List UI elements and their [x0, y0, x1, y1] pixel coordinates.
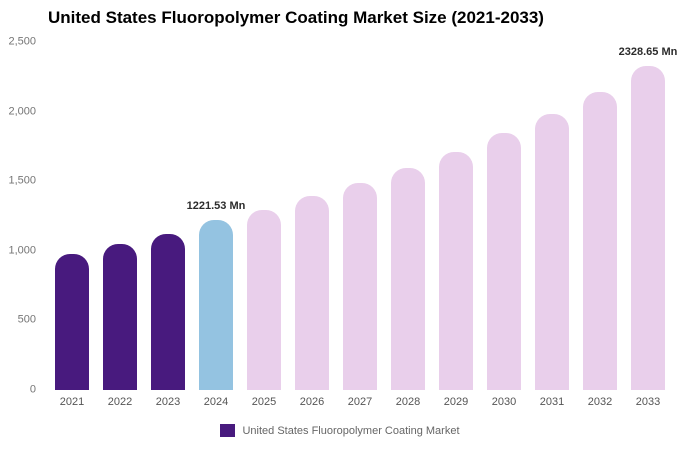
x-label-2023: 2023	[155, 396, 181, 408]
x-label-2021: 2021	[59, 396, 85, 408]
bar-2024	[199, 219, 233, 390]
bar-2027	[343, 182, 377, 390]
legend-swatch	[220, 424, 236, 437]
bar-slot-2030	[480, 42, 528, 390]
x-label-2031: 2031	[539, 396, 565, 408]
x-label-2033: 2033	[635, 396, 661, 408]
legend: United States Fluoropolymer Coating Mark…	[0, 424, 680, 437]
x-label-2025: 2025	[251, 396, 277, 408]
bar-2023	[151, 234, 185, 390]
bar-slot-2029	[432, 42, 480, 390]
y-tick-label: 1,500	[8, 174, 36, 187]
x-label-2029: 2029	[443, 396, 469, 408]
y-tick-label: 2,000	[8, 105, 36, 118]
bar-slot-2032	[576, 42, 624, 390]
y-tick-label: 500	[17, 313, 36, 326]
x-label-2028: 2028	[395, 396, 421, 408]
bar-2030	[487, 132, 521, 390]
bar-slot-2027	[336, 42, 384, 390]
bar-2021	[55, 254, 89, 390]
bar-slot-2033: 2328.65 Mn	[619, 42, 677, 390]
bar-slot-2031	[528, 42, 576, 390]
bar-slot-2021	[48, 42, 96, 390]
bar-slot-2022	[96, 42, 144, 390]
x-label-2032: 2032	[587, 396, 613, 408]
x-label-2024: 2024	[203, 396, 229, 408]
bar-2029	[439, 151, 473, 390]
bar-value-label-2033: 2328.65 Mn	[618, 45, 678, 58]
bar-2028	[391, 167, 425, 390]
bar-2022	[103, 243, 137, 390]
bar-slot-2023	[144, 42, 192, 390]
plot-area: 1221.53 Mn 2328.65 Mn	[48, 42, 677, 390]
bar-slot-2026	[288, 42, 336, 390]
legend-label: United States Fluoropolymer Coating Mark…	[242, 424, 460, 437]
bar-2031	[535, 113, 569, 390]
bar-2033	[631, 65, 665, 390]
chart-title: United States Fluoropolymer Coating Mark…	[48, 8, 544, 27]
x-label-2026: 2026	[299, 396, 325, 408]
bar-value-label-2024: 1221.53 Mn	[186, 199, 246, 212]
bar-slot-2028	[384, 42, 432, 390]
x-label-2030: 2030	[491, 396, 517, 408]
y-axis: 0 500 1,000 1,500 2,000 2,500	[0, 36, 40, 395]
bar-2032	[583, 91, 617, 390]
y-tick-label: 2,500	[8, 35, 36, 48]
y-tick-label: 1,000	[8, 244, 36, 257]
bar-2026	[295, 196, 329, 390]
x-label-2022: 2022	[107, 396, 133, 408]
bar-slot-2025	[240, 42, 288, 390]
x-axis: 2021 2022 2023 2024 2025 2026 2027 2028 2029 2030…	[48, 396, 672, 408]
y-tick-label: 0	[29, 383, 36, 396]
bar-2025	[247, 209, 281, 390]
x-label-2027: 2027	[347, 396, 373, 408]
bar-slot-2024: 1221.53 Mn	[187, 42, 245, 390]
